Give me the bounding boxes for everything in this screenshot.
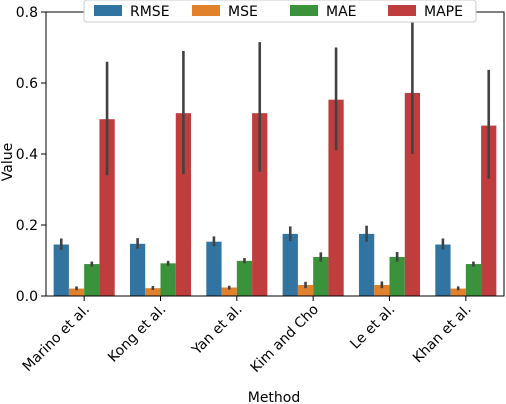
legend-label-mse: MSE [228, 4, 258, 20]
bar-mse-4 [374, 285, 390, 296]
y-tick-label: 0.4 [16, 147, 38, 163]
y-tick-label: 0.6 [16, 76, 38, 92]
x-tick-label: Kong et al. [105, 302, 169, 366]
bars-layer [53, 92, 497, 297]
x-tick-label: Kim and Cho [248, 302, 322, 376]
legend-box [83, 0, 477, 23]
bar-mse-2 [221, 287, 237, 296]
bar-mape-0 [99, 119, 115, 297]
bar-mae-1 [160, 263, 176, 296]
legend-label-rmse: RMSE [130, 4, 170, 20]
bar-mse-3 [297, 285, 314, 296]
legend-label-mae: MAE [326, 4, 357, 20]
y-axis-label: Value [0, 143, 16, 181]
bar-rmse-3 [282, 233, 298, 297]
y-tick-label: 0.8 [16, 5, 38, 21]
bar-rmse-1 [129, 243, 146, 296]
bar-mae-4 [389, 256, 405, 296]
legend-swatch-mse [192, 5, 220, 16]
legend-swatch-mape [388, 5, 416, 16]
x-axis-label: Method [248, 390, 301, 404]
bar-rmse-4 [358, 233, 375, 297]
bar-rmse-0 [53, 244, 69, 296]
legend-swatch-rmse [94, 5, 122, 16]
legend: RMSE MSE MAE MAPE [83, 0, 477, 23]
bar-mae-5 [465, 264, 482, 296]
x-tick-label: Le et al. [347, 302, 398, 353]
bar-mae-2 [236, 260, 253, 296]
bar-mse-0 [68, 288, 85, 296]
x-tick-label: Khan et al. [410, 302, 475, 367]
bar-mae-0 [84, 264, 100, 296]
bar-rmse-2 [206, 241, 222, 296]
x-tick-label: Yan et al. [188, 302, 245, 359]
bar-mse-1 [145, 288, 161, 296]
legend-swatch-mae [290, 5, 318, 16]
y-tick-label: 0.2 [16, 218, 38, 234]
bar-mape-2 [252, 113, 268, 297]
error-bars-layer [59, 22, 491, 291]
x-tick-label: Marino et al. [20, 302, 93, 375]
bar-mape-3 [328, 99, 344, 296]
bar-rmse-5 [435, 244, 451, 296]
bar-mape-5 [481, 125, 497, 296]
bar-mae-3 [313, 256, 329, 296]
bar-mape-4 [404, 92, 421, 296]
bar-mse-5 [450, 288, 466, 296]
bar-mape-1 [175, 113, 192, 297]
legend-label-mape: MAPE [424, 4, 463, 20]
y-tick-label: 0.0 [16, 289, 38, 305]
